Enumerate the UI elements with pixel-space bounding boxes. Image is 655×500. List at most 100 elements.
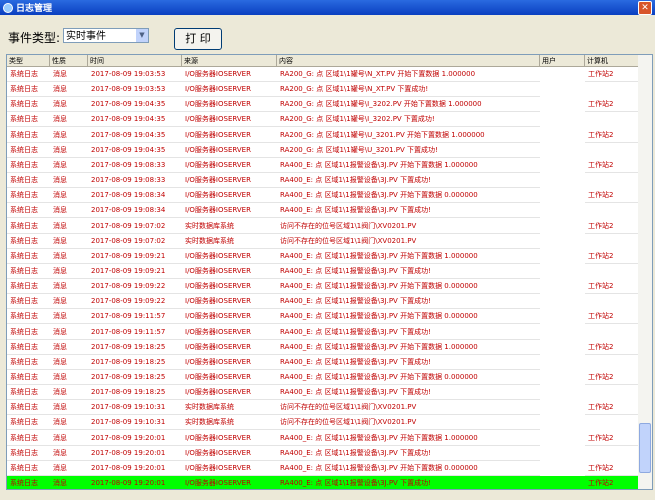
column-header: 内容 <box>277 55 540 67</box>
cell-nature: 消息 <box>50 188 88 204</box>
scroll-thumb[interactable] <box>639 423 651 473</box>
cell-time: 2017-08-09 19:04:35 <box>88 143 182 158</box>
cell-type: 系统日志 <box>7 309 50 325</box>
column-header: 用户 <box>540 55 585 67</box>
cell-content: RA200_G: 点 区域1\1罐号\I_3202.PV 开始下置数据 1.00… <box>277 97 540 113</box>
cell-content: RA400_E: 点 区域1\1报警设备\3J.PV 下置成功! <box>277 325 540 340</box>
cell-nature: 消息 <box>50 415 88 431</box>
cell-source: I/O服务器IOSERVER <box>182 249 277 264</box>
cell-time: 2017-08-09 19:08:33 <box>88 173 182 189</box>
cell-nature: 消息 <box>50 385 88 401</box>
cell-time: 2017-08-09 19:07:02 <box>88 219 182 234</box>
cell-time: 2017-08-09 19:03:53 <box>88 82 182 98</box>
cell-nature: 消息 <box>50 143 88 158</box>
cell-type: 系统日志 <box>7 249 50 264</box>
cell-type: 系统日志 <box>7 143 50 158</box>
cell-nature: 消息 <box>50 112 88 128</box>
cell-source: 实时数据库系统 <box>182 219 277 234</box>
cell-time: 2017-08-09 19:09:22 <box>88 279 182 295</box>
cell-nature: 消息 <box>50 234 88 249</box>
cell-content: RA200_G: 点 区域1\1罐号\N_XT.PV 开始下置数据 1.0000… <box>277 67 540 82</box>
cell-time: 2017-08-09 19:18:25 <box>88 370 182 385</box>
cell-time: 2017-08-09 19:10:31 <box>88 415 182 431</box>
cell-time: 2017-08-09 19:09:21 <box>88 264 182 279</box>
cell-content: RA400_E: 点 区域1\1报警设备\3J.PV 下置成功! <box>277 294 540 310</box>
event-type-select[interactable]: 实时事件 ▼ <box>63 28 149 43</box>
cell-content: RA400_E: 点 区域1\1报警设备\3J.PV 开始下置数据 0.0000… <box>277 279 540 295</box>
cell-nature: 消息 <box>50 249 88 264</box>
cell-time: 2017-08-09 19:11:57 <box>88 309 182 325</box>
cell-source: I/O服务器IOSERVER <box>182 446 277 461</box>
cell-computer: 工作站2 <box>585 309 639 325</box>
cell-source: I/O服务器IOSERVER <box>182 143 277 158</box>
column-header: 来源 <box>182 55 277 67</box>
cell-time: 2017-08-09 19:04:35 <box>88 128 182 143</box>
cell-time: 2017-08-09 19:09:22 <box>88 294 182 310</box>
cell-source: 实时数据库系统 <box>182 400 277 416</box>
cell-computer: 工作站2 <box>585 158 639 173</box>
cell-nature: 消息 <box>50 279 88 295</box>
cell-source: I/O服务器IOSERVER <box>182 67 277 82</box>
cell-computer: 工作站2 <box>585 476 639 489</box>
cell-type: 系统日志 <box>7 158 50 173</box>
cell-source: I/O服务器IOSERVER <box>182 173 277 189</box>
cell-source: I/O服务器IOSERVER <box>182 112 277 128</box>
cell-computer: 工作站2 <box>585 249 639 264</box>
cell-time: 2017-08-09 19:08:34 <box>88 188 182 204</box>
cell-nature: 消息 <box>50 128 88 143</box>
cell-source: 实时数据库系统 <box>182 415 277 431</box>
cell-content: RA400_E: 点 区域1\1报警设备\3J.PV 开始下置数据 1.0000… <box>277 340 540 355</box>
cell-time: 2017-08-09 19:07:02 <box>88 234 182 249</box>
cell-time: 2017-08-09 19:03:53 <box>88 67 182 82</box>
cell-content: RA400_E: 点 区域1\1报警设备\3J.PV 开始下置数据 0.0000… <box>277 370 540 385</box>
cell-type: 系统日志 <box>7 188 50 204</box>
cell-computer: 工作站2 <box>585 431 639 446</box>
scrollbar[interactable] <box>638 55 652 489</box>
cell-nature: 消息 <box>50 370 88 385</box>
cell-content: 访问不存在的位号区域1\1阀门\XV0201.PV <box>277 400 540 416</box>
cell-type: 系统日志 <box>7 219 50 234</box>
cell-nature: 消息 <box>50 203 88 219</box>
cell-content: RA400_E: 点 区域1\1报警设备\3J.PV 开始下置数据 0.0000… <box>277 309 540 325</box>
cell-nature: 消息 <box>50 461 88 476</box>
cell-content: RA400_E: 点 区域1\1报警设备\3J.PV 开始下置数据 0.0000… <box>277 461 540 476</box>
cell-source: I/O服务器IOSERVER <box>182 370 277 385</box>
cell-nature: 消息 <box>50 82 88 98</box>
dropdown-arrow[interactable]: ▼ <box>136 29 148 42</box>
print-button[interactable]: 打 印 <box>174 28 222 50</box>
cell-source: I/O服务器IOSERVER <box>182 431 277 446</box>
log-table: 类型 性质 时间 来源 内容 用户 计算机 系统日志 消息 2017-08-09 19:03:53… <box>6 54 653 490</box>
cell-type: 系统日志 <box>7 234 50 249</box>
cell-nature: 消息 <box>50 355 88 370</box>
cell-content: RA400_E: 点 区域1\1报警设备\3J.PV 下置成功! <box>277 203 540 219</box>
cell-time: 2017-08-09 19:04:35 <box>88 97 182 113</box>
cell-time: 2017-08-09 19:20:01 <box>88 461 182 476</box>
cell-source: I/O服务器IOSERVER <box>182 461 277 476</box>
cell-computer: 工作站2 <box>585 340 639 355</box>
cell-time: 2017-08-09 19:20:01 <box>88 476 182 489</box>
cell-source: I/O服务器IOSERVER <box>182 294 277 310</box>
column-header: 时间 <box>88 55 182 67</box>
cell-content: RA400_E: 点 区域1\1报警设备\3J.PV 下置成功! <box>277 385 540 401</box>
cell-content: RA200_G: 点 区域1\1罐号\U_3201.PV 开始下置数据 1.00… <box>277 128 540 143</box>
cell-time: 2017-08-09 19:18:25 <box>88 355 182 370</box>
cell-source: 实时数据库系统 <box>182 234 277 249</box>
cell-source: I/O服务器IOSERVER <box>182 325 277 340</box>
cell-type: 系统日志 <box>7 203 50 219</box>
cell-content: RA400_E: 点 区域1\1报警设备\3J.PV 开始下置数据 1.0000… <box>277 158 540 173</box>
cell-type: 系统日志 <box>7 400 50 416</box>
cell-computer: 工作站2 <box>585 279 639 295</box>
cell-content: RA400_E: 点 区域1\1报警设备\3J.PV 开始下置数据 0.0000… <box>277 188 540 204</box>
cell-content: 访问不存在的位号区域1\1阀门\XV0201.PV <box>277 219 540 234</box>
cell-type: 系统日志 <box>7 112 50 128</box>
cell-computer: 工作站2 <box>585 188 639 204</box>
cell-computer: 工作站2 <box>585 370 639 385</box>
cell-nature: 消息 <box>50 446 88 461</box>
cell-nature: 消息 <box>50 67 88 82</box>
cell-type: 系统日志 <box>7 279 50 295</box>
cell-nature: 消息 <box>50 309 88 325</box>
cell-source: I/O服务器IOSERVER <box>182 82 277 98</box>
cell-type: 系统日志 <box>7 325 50 340</box>
close-button[interactable]: ✕ <box>638 1 652 15</box>
cell-type: 系统日志 <box>7 461 50 476</box>
